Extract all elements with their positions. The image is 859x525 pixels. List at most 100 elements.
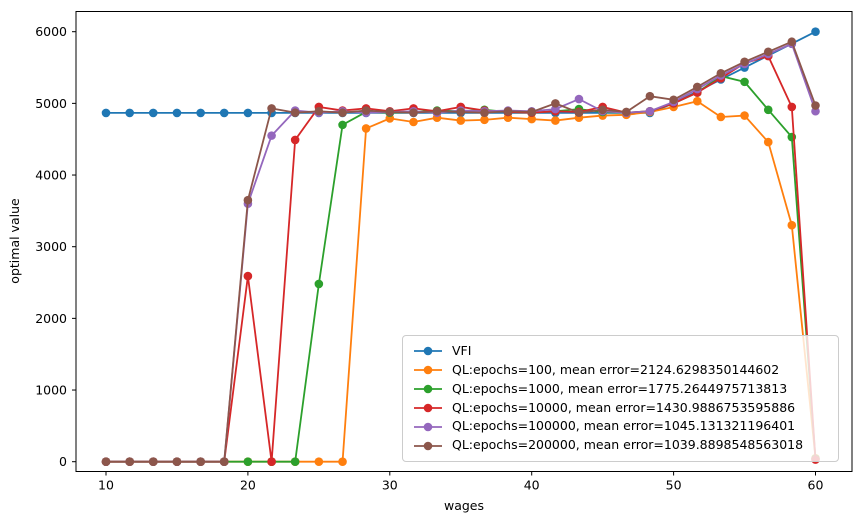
x-tick-label: 30 <box>382 478 398 493</box>
data-point <box>243 195 253 205</box>
data-point <box>290 457 300 467</box>
legend-label: QL:epochs=10000, mean error=1430.9886753… <box>452 399 796 415</box>
data-point <box>361 106 371 115</box>
legend-marker-line-dot-icon <box>414 422 442 432</box>
data-point <box>598 105 607 115</box>
legend-marker-line-dot-icon <box>414 403 442 413</box>
data-point <box>243 457 253 467</box>
data-point <box>101 108 111 118</box>
data-point <box>101 457 111 467</box>
data-point <box>243 271 253 281</box>
legend-label: QL:epochs=100, mean error=2124.629835014… <box>452 361 780 377</box>
y-tick-label: 1000 <box>35 383 67 398</box>
data-point <box>125 108 134 118</box>
x-tick-label: 60 <box>808 478 824 493</box>
legend-item: QL:epochs=1000, mean error=1775.26449757… <box>412 380 829 399</box>
data-point <box>480 108 489 117</box>
legend-label: VFI <box>452 343 472 359</box>
data-point <box>172 108 182 118</box>
data-point <box>622 107 631 117</box>
data-point <box>290 108 300 117</box>
data-point <box>243 108 253 118</box>
data-point <box>338 120 347 130</box>
data-point <box>267 104 276 113</box>
data-point <box>692 96 702 106</box>
x-tick-label: 20 <box>240 478 256 493</box>
data-point <box>267 131 276 140</box>
data-point <box>551 116 560 125</box>
data-point <box>763 105 773 115</box>
data-point <box>692 82 702 92</box>
data-point <box>645 106 655 116</box>
data-point <box>196 457 205 467</box>
y-tick-label: 0 <box>59 454 67 469</box>
data-point <box>740 111 749 120</box>
data-point <box>811 27 820 36</box>
plot-border <box>75 11 853 472</box>
data-point <box>338 457 347 467</box>
data-point <box>527 114 536 124</box>
data-point <box>172 457 182 467</box>
data-point <box>551 99 560 108</box>
y-tick-label: 3000 <box>35 239 67 254</box>
data-point <box>290 135 300 145</box>
legend-label: QL:epochs=1000, mean error=1775.26449757… <box>452 380 788 396</box>
data-point <box>148 108 158 118</box>
data-point <box>480 115 489 125</box>
y-axis-label: optimal value <box>7 198 22 284</box>
data-point <box>787 102 797 112</box>
legend-label: QL:epochs=200000, mean error=1039.889854… <box>452 437 804 453</box>
data-point <box>503 106 513 116</box>
data-point <box>716 112 726 122</box>
y-tick-label: 2000 <box>35 311 67 326</box>
y-tick-label: 5000 <box>35 96 67 111</box>
data-point <box>456 107 466 117</box>
data-point <box>409 117 418 127</box>
series-line <box>106 30 816 114</box>
legend-label: QL:epochs=100000, mean error=1045.131321… <box>452 418 796 434</box>
data-point <box>314 279 324 289</box>
data-point <box>219 108 229 118</box>
data-point <box>740 57 749 67</box>
x-tick-label: 40 <box>524 478 540 493</box>
legend-item: QL:epochs=10000, mean error=1430.9886753… <box>412 398 829 417</box>
data-point <box>196 108 205 118</box>
data-point <box>574 108 584 117</box>
legend-marker-line-dot-icon <box>414 365 442 375</box>
data-point <box>787 37 797 47</box>
data-point <box>385 107 395 117</box>
data-point <box>456 116 466 125</box>
axis-ticks: 10 20 30 40 50 60 0 1000 2000 3000 4000 5000 6000 <box>35 24 823 492</box>
data-point <box>409 108 418 117</box>
data-point <box>267 457 276 467</box>
data-point <box>432 106 442 116</box>
data-point <box>763 47 773 57</box>
legend-marker-line-dot-icon <box>414 384 442 394</box>
legend-marker-line-dot-icon <box>414 441 442 450</box>
x-tick-label: 50 <box>666 478 682 493</box>
y-tick-label: 6000 <box>35 24 67 39</box>
x-axis-label: wages <box>444 498 484 513</box>
data-point <box>148 457 158 467</box>
data-point <box>716 68 726 78</box>
plot-area <box>101 27 820 467</box>
data-point <box>645 91 655 101</box>
data-point <box>314 457 324 467</box>
legend-item: QL:epochs=200000, mean error=1039.889854… <box>412 436 829 455</box>
data-point <box>787 220 797 230</box>
data-point <box>740 77 749 87</box>
y-tick-label: 4000 <box>35 168 67 183</box>
data-point <box>527 107 536 117</box>
legend: VFI QL:epochs=100, mean error=2124.62983… <box>402 335 839 462</box>
data-point <box>338 108 347 117</box>
legend-item: QL:epochs=100, mean error=2124.629835014… <box>412 361 829 380</box>
x-tick-label: 10 <box>98 478 114 493</box>
data-point <box>669 95 678 105</box>
data-point <box>361 124 371 133</box>
legend-item: VFI <box>412 342 829 361</box>
data-point <box>763 137 773 147</box>
data-point <box>574 94 584 104</box>
data-point <box>314 106 324 116</box>
